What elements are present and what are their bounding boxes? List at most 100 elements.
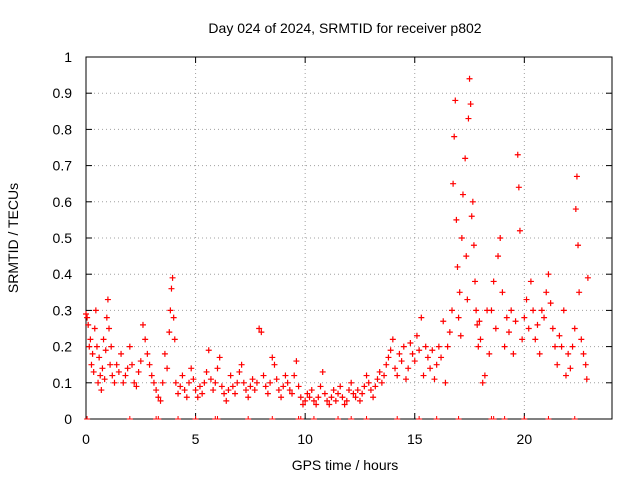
data-point — [122, 372, 129, 379]
zero-data-point — [501, 416, 508, 420]
data-point — [251, 387, 258, 394]
data-point — [85, 321, 92, 328]
data-point — [289, 390, 296, 397]
data-point — [253, 379, 260, 386]
data-point — [95, 379, 102, 386]
data-point — [131, 379, 138, 386]
data-point — [297, 394, 304, 401]
data-point — [433, 361, 440, 368]
data-point — [582, 361, 589, 368]
data-point — [256, 325, 263, 332]
data-point — [584, 274, 591, 281]
data-point — [113, 361, 120, 368]
data-point — [286, 387, 293, 394]
data-point — [175, 390, 182, 397]
data-point — [400, 343, 407, 350]
data-point — [203, 368, 210, 375]
data-point — [525, 325, 532, 332]
x-tick-label: 0 — [82, 431, 90, 447]
data-point — [92, 307, 99, 314]
data-point — [453, 216, 460, 223]
data-point — [521, 314, 528, 321]
data-point — [205, 347, 212, 354]
data-point — [275, 387, 282, 394]
zero-data-point — [245, 416, 252, 420]
data-point — [167, 307, 174, 314]
data-point — [84, 314, 91, 321]
data-point — [512, 318, 519, 325]
data-point — [100, 336, 107, 343]
data-point — [326, 401, 333, 408]
data-point — [479, 379, 486, 386]
data-point — [503, 314, 510, 321]
data-point — [196, 383, 203, 390]
y-tick-label: 0.8 — [53, 121, 73, 137]
zero-data-point — [433, 416, 440, 420]
data-point — [317, 383, 324, 390]
zero-data-point — [348, 416, 355, 420]
data-point — [133, 383, 140, 390]
y-axis: 0 0.1 0.2 0.3 0.4 0.5 0.6 0.7 0.8 0.9 1 — [53, 49, 612, 427]
data-point — [192, 387, 199, 394]
data-point — [459, 191, 466, 198]
data-point — [150, 379, 157, 386]
data-point — [190, 376, 197, 383]
x-axis-label: GPS time / hours — [292, 457, 399, 473]
data-point — [201, 379, 208, 386]
data-point — [234, 379, 241, 386]
data-point — [383, 361, 390, 368]
data-point — [583, 376, 590, 383]
data-point — [416, 347, 423, 354]
data-point — [356, 397, 363, 404]
data-point — [168, 285, 175, 292]
data-point — [99, 365, 106, 372]
data-point — [207, 376, 214, 383]
data-point — [374, 376, 381, 383]
data-point — [470, 242, 477, 249]
data-point — [137, 358, 144, 365]
data-point — [242, 387, 249, 394]
gridlines — [86, 57, 612, 419]
data-point — [475, 343, 482, 350]
zero-data-point — [126, 416, 133, 420]
data-point — [264, 390, 271, 397]
data-point — [372, 383, 379, 390]
x-tick-label: 20 — [517, 431, 533, 447]
data-point — [488, 307, 495, 314]
data-point — [543, 289, 550, 296]
data-point — [260, 372, 267, 379]
data-point — [221, 390, 228, 397]
data-point — [86, 343, 93, 350]
data-point — [115, 368, 122, 375]
data-point — [418, 314, 425, 321]
data-point — [457, 332, 464, 339]
data-point — [462, 155, 469, 162]
x-axis: 0 5 10 15 20 — [82, 57, 532, 447]
data-point — [532, 336, 539, 343]
data-point — [359, 390, 366, 397]
zero-data-point — [521, 416, 528, 420]
zero-data-point — [297, 416, 304, 420]
data-point — [407, 339, 414, 346]
data-point — [229, 383, 236, 390]
data-point — [199, 390, 206, 397]
y-tick-label: 0.6 — [53, 194, 73, 210]
data-point — [293, 358, 300, 365]
data-point — [523, 296, 530, 303]
data-point — [435, 343, 442, 350]
data-point — [468, 213, 475, 220]
data-point — [565, 350, 572, 357]
data-point — [216, 354, 223, 361]
data-point — [299, 401, 306, 408]
data-point — [442, 379, 449, 386]
data-point — [569, 343, 576, 350]
data-point — [101, 376, 108, 383]
zero-data-point — [269, 416, 276, 420]
data-point — [181, 387, 188, 394]
data-point — [449, 307, 456, 314]
data-point — [567, 365, 574, 372]
data-point — [389, 336, 396, 343]
data-point — [321, 390, 328, 397]
zero-data-point — [363, 416, 370, 420]
y-tick-label: 1 — [64, 49, 72, 65]
